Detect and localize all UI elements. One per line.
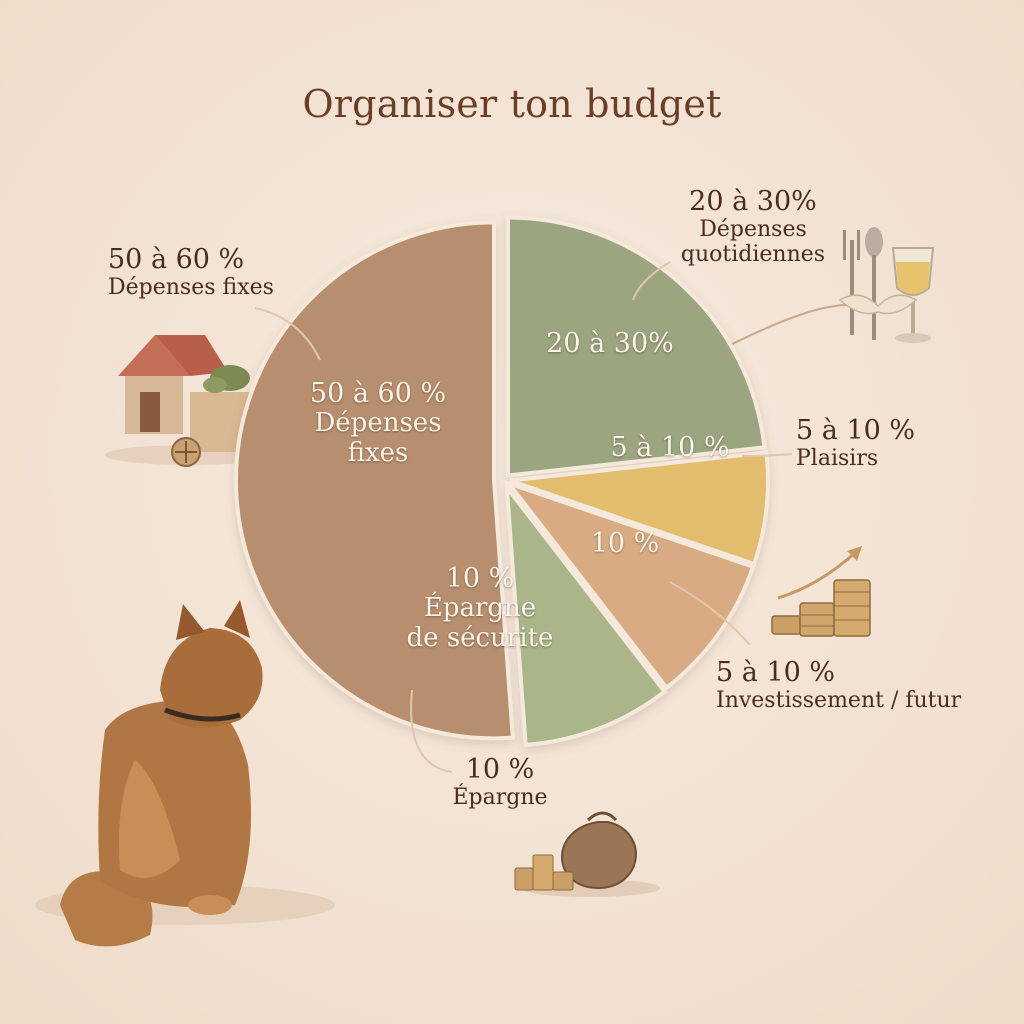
slice-fixed-outer-pct: 50 à 60 % bbox=[108, 244, 245, 275]
slice-savings-inner-label: 10 % Épargne de sécurite bbox=[385, 563, 575, 654]
slice-daily-outer-label: 20 à 30% Dépenses quotidiennes bbox=[668, 186, 838, 268]
cutlery-wine-icon bbox=[719, 227, 935, 351]
slice-pleasure-inner-pct: 5 à 10 % bbox=[610, 432, 730, 463]
leader-line-savings bbox=[410, 689, 453, 773]
slice-fixed-inner-line3: fixes bbox=[347, 437, 409, 468]
slice-savings-inner-line2: Épargne bbox=[423, 593, 537, 624]
leader-lines bbox=[254, 261, 793, 773]
dog-illustration bbox=[35, 600, 335, 947]
slice-fixed-outer-category: Dépenses fixes bbox=[108, 275, 274, 301]
slice-savings-outer-category: Épargne bbox=[452, 785, 548, 811]
money-bag-icon bbox=[514, 811, 660, 897]
house-icon bbox=[105, 335, 275, 467]
slice-savings bbox=[504, 480, 668, 747]
slice-fixed bbox=[234, 220, 515, 741]
slice-invest-outer-pct: 5 à 10 % bbox=[716, 657, 836, 688]
slice-invest-inner-label: 10 % bbox=[560, 528, 690, 559]
leader-line-daily bbox=[632, 261, 671, 301]
page-title: Organiser ton budget bbox=[302, 82, 722, 126]
slice-fixed-inner-label: 50 à 60 % Dépenses fixes bbox=[268, 378, 488, 469]
slice-savings-inner-pct: 10 % bbox=[445, 563, 515, 594]
slice-pleasure-outer-pct: 5 à 10 % bbox=[796, 415, 916, 446]
pie-slices bbox=[234, 215, 770, 747]
slice-daily-inner-pct: 20 à 30% bbox=[546, 328, 674, 359]
slice-daily-outer-pct: 20 à 30% bbox=[689, 186, 817, 217]
leader-line-pleasure bbox=[741, 453, 793, 457]
growing-coins-icon bbox=[771, 546, 871, 637]
slice-pleasure-inner-label: 5 à 10 % bbox=[585, 432, 755, 463]
slice-fixed-outer-label: 50 à 60 % Dépenses fixes bbox=[108, 244, 274, 300]
leader-line-invest bbox=[669, 581, 751, 646]
leader-line-fixed bbox=[254, 307, 321, 361]
slice-savings-outer-pct: 10 % bbox=[465, 754, 535, 785]
slice-daily-inner-label: 20 à 30% bbox=[520, 328, 700, 359]
slice-invest-inner-pct: 10 % bbox=[590, 528, 660, 559]
slice-daily bbox=[506, 215, 767, 478]
slice-pleasure-outer-category: Plaisirs bbox=[796, 446, 879, 472]
slice-savings-outer-label: 10 % Épargne bbox=[430, 754, 570, 810]
slice-invest-outer-label: 5 à 10 % Investissement / futur bbox=[716, 657, 961, 713]
slice-fixed-inner-line2: Dépenses bbox=[314, 408, 442, 439]
slice-invest bbox=[503, 479, 756, 691]
slice-daily-outer-line2: quotidiennes bbox=[680, 242, 826, 268]
slice-invest-outer-category: Investissement / futur bbox=[716, 688, 962, 714]
slice-pleasure-outer-label: 5 à 10 % Plaisirs bbox=[796, 415, 915, 471]
slice-daily-outer-line1: Dépenses bbox=[699, 217, 807, 243]
slice-fixed-inner-pct: 50 à 60 % bbox=[309, 378, 447, 409]
slice-savings-inner-line3: de sécurite bbox=[406, 622, 554, 653]
